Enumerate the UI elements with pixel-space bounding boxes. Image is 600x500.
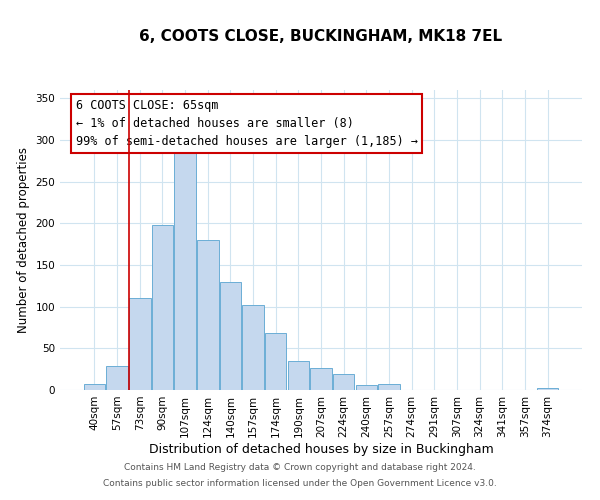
Bar <box>84 384 105 390</box>
Bar <box>356 385 377 390</box>
X-axis label: Distribution of detached houses by size in Buckingham: Distribution of detached houses by size … <box>149 442 493 456</box>
Bar <box>129 298 151 390</box>
Bar <box>310 368 332 390</box>
Bar <box>333 374 355 390</box>
Text: 6 COOTS CLOSE: 65sqm
← 1% of detached houses are smaller (8)
99% of semi-detache: 6 COOTS CLOSE: 65sqm ← 1% of detached ho… <box>76 99 418 148</box>
Bar <box>287 361 309 390</box>
Bar <box>152 225 173 390</box>
Bar <box>106 366 128 390</box>
Bar <box>220 282 241 390</box>
Bar <box>197 240 218 390</box>
Text: Contains HM Land Registry data © Crown copyright and database right 2024.: Contains HM Land Registry data © Crown c… <box>124 464 476 472</box>
Bar <box>175 150 196 390</box>
Title: 6, COOTS CLOSE, BUCKINGHAM, MK18 7EL: 6, COOTS CLOSE, BUCKINGHAM, MK18 7EL <box>139 30 503 44</box>
Bar <box>242 305 264 390</box>
Bar <box>378 384 400 390</box>
Y-axis label: Number of detached properties: Number of detached properties <box>17 147 30 333</box>
Bar <box>265 332 286 390</box>
Text: Contains public sector information licensed under the Open Government Licence v3: Contains public sector information licen… <box>103 478 497 488</box>
Bar <box>537 388 558 390</box>
